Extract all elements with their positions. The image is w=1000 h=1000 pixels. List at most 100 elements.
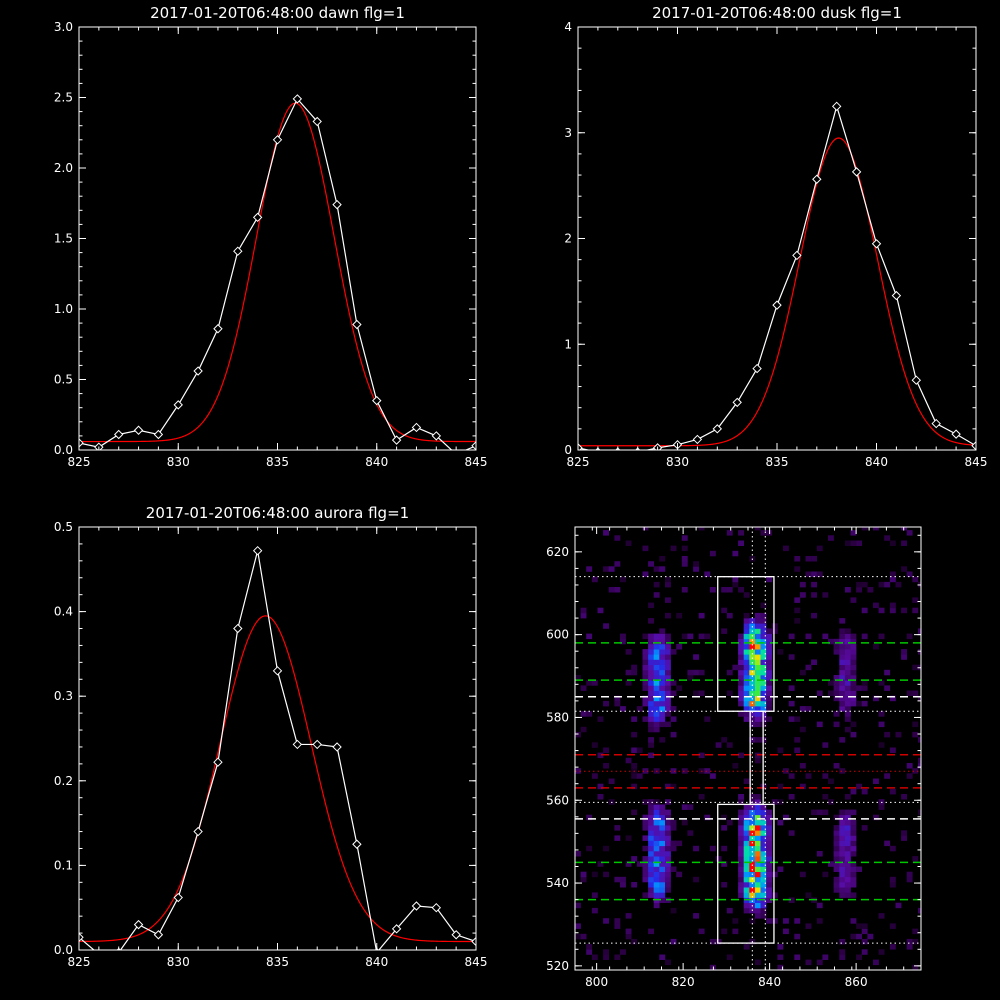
heatmap-pixel (839, 638, 846, 645)
heatmap-pixel (738, 654, 744, 660)
heatmap-pixel (665, 612, 671, 619)
heatmap-pixel (766, 845, 773, 852)
heatmap-pixel (665, 576, 671, 583)
heatmap-pixel (749, 814, 756, 821)
heatmap-pixel (648, 711, 654, 717)
heatmap-pixel (591, 773, 598, 779)
heatmap-pixel (844, 851, 851, 857)
y-tick-label: 1.0 (54, 302, 73, 316)
heatmap-pixel (603, 918, 609, 924)
heatmap-pixel (648, 835, 654, 841)
heatmap-pixel (783, 545, 789, 552)
heatmap-pixel (665, 633, 671, 640)
heatmap-pixel (743, 659, 750, 665)
heatmap-pixel (670, 680, 677, 686)
heatmap-pixel (799, 783, 806, 790)
heatmap-pixel (794, 618, 801, 624)
heatmap-pixel (749, 649, 756, 655)
heatmap-pixel (704, 716, 711, 722)
heatmap-pixel (918, 649, 921, 655)
heatmap-pixel (625, 913, 632, 919)
heatmap-pixel (614, 825, 621, 831)
heatmap-pixel (575, 851, 581, 857)
heatmap-pixel (743, 695, 750, 702)
heatmap-pixel (603, 700, 609, 707)
heatmap-pixel (844, 871, 851, 878)
heatmap-pixel (743, 866, 750, 872)
data-point (911, 375, 922, 385)
y-tick-label: 540 (546, 876, 569, 890)
heatmap-pixel (833, 840, 840, 847)
heatmap-pixel (749, 892, 756, 898)
heatmap-pixel (681, 768, 688, 774)
heatmap-pixel (648, 887, 654, 893)
heatmap-pixel (665, 851, 671, 857)
heatmap-pixel (884, 840, 891, 847)
heatmap-pixel (766, 866, 773, 872)
heatmap-pixel (659, 716, 666, 722)
heatmap-pixel (816, 902, 823, 909)
heatmap-pixel (856, 587, 862, 593)
heatmap-pixel (839, 695, 846, 702)
heatmap-pixel (906, 876, 913, 883)
heatmap-pixel (709, 938, 716, 945)
heatmap-pixel (738, 675, 744, 681)
heatmap-pixel (749, 876, 756, 883)
heatmap-pixel (659, 830, 666, 836)
heatmap-pixel (580, 871, 587, 878)
heatmap-pixel (754, 804, 761, 810)
heatmap-pixel (754, 876, 761, 883)
heatmap-pixel (766, 700, 773, 707)
heatmap-pixel (704, 768, 711, 774)
heatmap-pixel (760, 654, 767, 660)
heatmap-pixel (754, 638, 761, 645)
heatmap-pixel (754, 913, 761, 919)
heatmap-pixel (665, 814, 671, 821)
heatmap-pixel (665, 959, 671, 966)
heatmap-pixel (754, 799, 761, 805)
heatmap-pixel (575, 768, 581, 774)
heatmap-pixel (889, 923, 896, 929)
heatmap-pixel (631, 882, 638, 888)
heatmap-pixel (665, 664, 671, 671)
heatmap-pixel (839, 887, 846, 893)
y-tick-label: 2.0 (54, 161, 73, 175)
heatmap-pixel (625, 861, 632, 867)
heatmap-pixel (676, 871, 683, 878)
heatmap-pixel (732, 664, 739, 671)
heatmap-pixel (743, 623, 750, 629)
heatmap-pixel (783, 814, 789, 821)
heatmap-pixel (653, 654, 660, 660)
heatmap-pixel (749, 706, 756, 712)
heatmap-pixel (738, 587, 744, 593)
data-point (732, 397, 742, 408)
heatmap-pixel (839, 633, 846, 640)
x-tick-label: 845 (965, 455, 988, 469)
heatmap-pixel (766, 695, 773, 702)
heatmap-pixel (659, 649, 666, 655)
heatmap-pixel (648, 664, 654, 671)
heatmap-pixel (738, 892, 744, 898)
data-point (332, 742, 342, 752)
heatmap-pixel (648, 726, 654, 733)
heatmap-pixel (653, 706, 660, 712)
heatmap-pixel (670, 731, 677, 738)
heatmap-pixel (850, 892, 857, 898)
heatmap-pixel (614, 700, 621, 707)
heatmap-pixel (642, 649, 649, 655)
heatmap-pixel (749, 644, 756, 650)
heatmap-pixel (738, 799, 744, 805)
heatmap-pixel (850, 700, 857, 707)
heatmap-pixel (844, 882, 851, 888)
heatmap-pixel (754, 633, 761, 640)
heatmap-pixel (760, 851, 767, 857)
heatmap-pixel (738, 700, 744, 707)
heatmap-pixel (766, 897, 773, 903)
heatmap-pixel (850, 675, 857, 681)
heatmap-pixel (743, 804, 750, 810)
heatmap-pixel (912, 856, 919, 862)
heatmap-pixel (698, 752, 705, 759)
heatmap-pixel (648, 690, 654, 696)
heatmap-pixel (709, 550, 716, 557)
heatmap-pixel (614, 923, 621, 929)
